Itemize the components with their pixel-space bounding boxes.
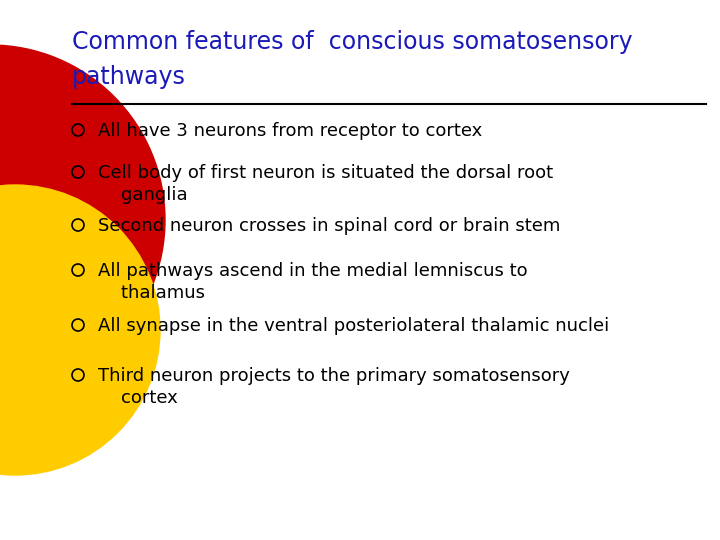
Text: Second neuron crosses in spinal cord or brain stem: Second neuron crosses in spinal cord or … bbox=[98, 217, 560, 235]
Text: Common features of  conscious somatosensory: Common features of conscious somatosenso… bbox=[72, 30, 633, 54]
Text: All have 3 neurons from receptor to cortex: All have 3 neurons from receptor to cort… bbox=[98, 122, 482, 140]
Circle shape bbox=[0, 45, 165, 395]
Text: Cell body of first neuron is situated the dorsal root
    ganglia: Cell body of first neuron is situated th… bbox=[98, 164, 553, 204]
Circle shape bbox=[0, 185, 160, 475]
Text: pathways: pathways bbox=[72, 65, 186, 89]
Text: Third neuron projects to the primary somatosensory
    cortex: Third neuron projects to the primary som… bbox=[98, 367, 570, 407]
Text: All pathways ascend in the medial lemniscus to
    thalamus: All pathways ascend in the medial lemnis… bbox=[98, 262, 528, 302]
Text: All synapse in the ventral posteriolateral thalamic nuclei: All synapse in the ventral posteriolater… bbox=[98, 317, 609, 335]
